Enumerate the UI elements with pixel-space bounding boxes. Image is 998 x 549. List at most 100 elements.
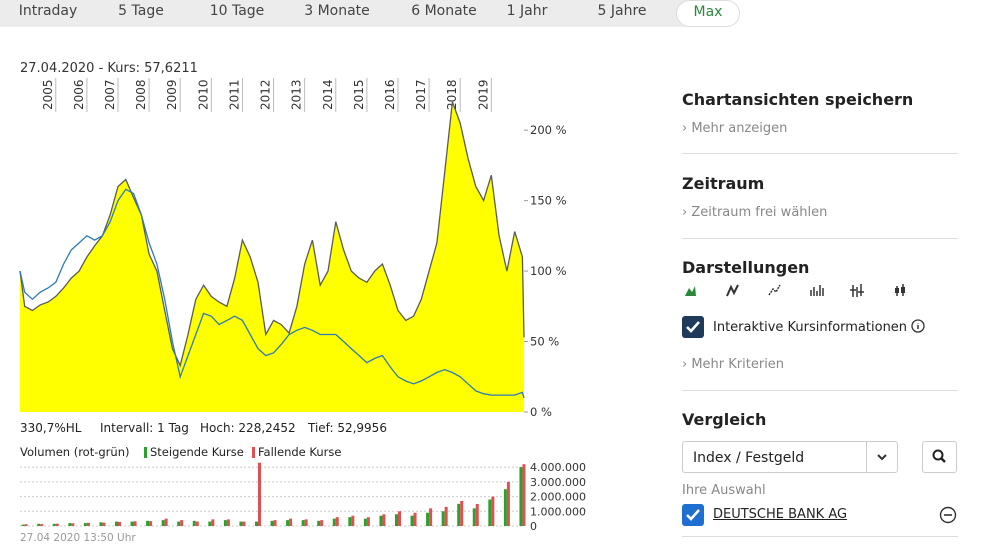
selected-item[interactable]: DEUTSCHE BANK AG xyxy=(713,507,848,522)
legend-swatch xyxy=(144,447,147,458)
volume-bar xyxy=(130,521,134,526)
chart-type-icons xyxy=(685,284,905,297)
link[interactable]: › Mehr anzeigen xyxy=(682,121,788,136)
checkbox-label[interactable]: Interaktive Kursinformationen xyxy=(713,319,925,335)
chart: 27.04.2020 - Kurs: 57,6211 Volumen (rot-… xyxy=(19,61,586,544)
x-tick-label: 2008 xyxy=(134,79,148,110)
x-tick-label: 2007 xyxy=(103,79,117,110)
volume-bar xyxy=(118,521,121,526)
x-tick-label: 2009 xyxy=(165,79,179,110)
volume-bar xyxy=(226,519,230,526)
volume-bar xyxy=(413,512,417,526)
legend-label: Fallende Kurse xyxy=(258,445,341,459)
y-tick-label: 0 xyxy=(530,520,537,533)
link[interactable]: › Mehr Kriterien xyxy=(682,357,785,372)
select-value[interactable]: Index / Festgeld xyxy=(693,450,805,466)
volume-bar xyxy=(348,517,352,526)
volume-bar xyxy=(472,508,476,526)
x-tick-label: 2017 xyxy=(414,79,428,110)
volume-bar xyxy=(21,524,25,526)
volume-bar xyxy=(382,514,386,526)
volume-bar xyxy=(133,521,137,526)
volume-bar xyxy=(503,489,507,526)
divider xyxy=(682,153,958,154)
volume-title: Volumen (rot-grün) xyxy=(20,445,129,459)
volume-bar xyxy=(320,520,324,526)
icon-line[interactable] xyxy=(726,284,739,297)
link-text[interactable]: Mehr Kriterien xyxy=(691,357,785,372)
y-tick-label: 100 % xyxy=(530,264,567,278)
volume-bar xyxy=(351,515,355,526)
divider xyxy=(682,238,958,239)
icon-ohlc[interactable] xyxy=(810,285,824,296)
link-text[interactable]: Mehr anzeigen xyxy=(691,121,788,136)
volume-bar xyxy=(146,520,150,526)
section-title: Chartansichten speichern xyxy=(682,90,914,109)
checkbox[interactable] xyxy=(682,504,704,526)
volume-bar xyxy=(379,515,383,526)
tab[interactable]: 5 Jahre xyxy=(597,3,647,19)
line xyxy=(19,188,525,399)
volume-bar xyxy=(444,506,448,526)
label: Ihre Auswahl xyxy=(682,483,766,498)
tab[interactable]: 10 Tage xyxy=(209,3,265,19)
icon-candle[interactable] xyxy=(895,288,899,293)
tab[interactable]: 1 Jahr xyxy=(506,3,548,19)
tab[interactable]: 5 Tage xyxy=(118,3,164,19)
x-tick-label: 2013 xyxy=(290,79,304,110)
volume-bar xyxy=(522,464,526,526)
volume-bar xyxy=(488,499,492,526)
tab[interactable]: Intraday xyxy=(18,3,78,19)
stat: 330,7%HL xyxy=(20,421,82,435)
volume-bar xyxy=(115,521,118,526)
volume-bar xyxy=(441,511,445,526)
section-title: Darstellungen xyxy=(682,258,810,277)
x-tick-label: 2006 xyxy=(72,79,86,110)
tab[interactable]: 6 Monate xyxy=(411,3,477,19)
volume-bar xyxy=(429,508,433,526)
y-tick-label: 50 % xyxy=(530,335,559,349)
volume-bar xyxy=(301,520,305,526)
stat: Hoch: 228,2452 xyxy=(200,421,296,435)
remove-button[interactable] xyxy=(939,506,957,524)
volume-bar xyxy=(68,523,72,526)
icon-area[interactable] xyxy=(685,286,696,296)
divider xyxy=(682,390,958,391)
icon-bars[interactable] xyxy=(850,284,864,297)
link-text[interactable]: Zeitraum frei wählen xyxy=(691,205,828,220)
legend-swatch xyxy=(252,447,255,458)
x-tick-label: 2010 xyxy=(196,79,210,110)
tab[interactable]: Max xyxy=(676,0,740,27)
legend-label: Steigende Kurse xyxy=(150,445,244,459)
stat: Tief: 52,9956 xyxy=(307,421,387,435)
area xyxy=(20,102,524,412)
y-tick-label: 4.000.000 xyxy=(530,461,586,474)
volume-bar xyxy=(149,521,153,526)
checkbox[interactable] xyxy=(682,316,704,338)
volume-bar xyxy=(426,512,430,526)
tab[interactable]: 3 Monate xyxy=(304,3,370,19)
volume-bar xyxy=(410,515,414,526)
chart-title: 27.04.2020 - Kurs: 57,6211 xyxy=(20,61,198,76)
volume-bar xyxy=(460,500,464,526)
volume-bar xyxy=(71,523,75,526)
volume-bar xyxy=(475,503,479,526)
volume-bar xyxy=(395,514,398,526)
volume-bar xyxy=(363,518,367,526)
volume-bar xyxy=(332,518,336,526)
icon-dots[interactable] xyxy=(768,284,781,296)
volume-bar xyxy=(37,523,41,526)
volume-bar xyxy=(258,462,261,526)
volume-bar xyxy=(317,520,321,526)
volume-bar xyxy=(239,521,243,526)
volume-bar xyxy=(255,521,258,526)
search-button[interactable] xyxy=(922,441,957,473)
divider xyxy=(682,536,958,537)
link[interactable]: › Zeitraum frei wählen xyxy=(682,205,828,220)
select[interactable]: Index / Festgeld xyxy=(682,441,898,473)
volume-bar xyxy=(270,520,274,526)
volume-bar xyxy=(164,518,168,526)
y-tick-label: 1.000.000 xyxy=(530,505,586,518)
volume-bar xyxy=(24,524,28,526)
